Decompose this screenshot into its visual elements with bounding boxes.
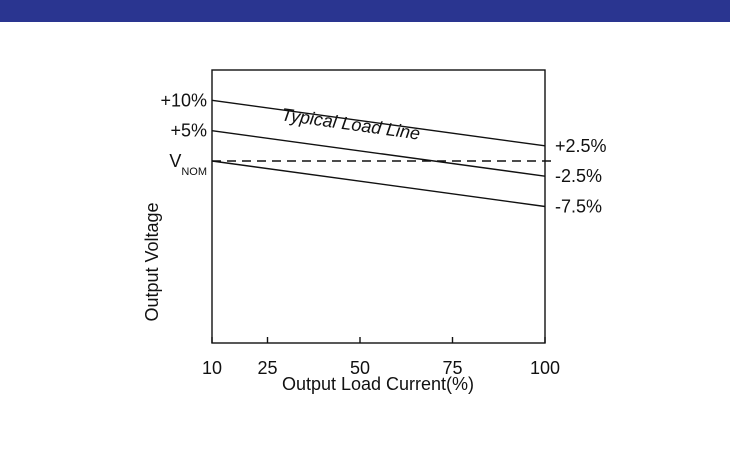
load-line-series-1 xyxy=(211,99,546,147)
load-line-chart: 10 25 50 75 100 +10% +5% VNOM +2.5% -2.5% -7.5% … xyxy=(0,22,730,453)
series-layer xyxy=(211,99,553,208)
end-label-layer: +2.5% -2.5% -7.5% xyxy=(555,136,607,217)
y-tick-layer: +10% +5% VNOM xyxy=(160,90,207,178)
x-tick-label: 75 xyxy=(442,358,462,378)
x-tick-label: 50 xyxy=(350,358,370,378)
x-tick-label: 10 xyxy=(202,358,222,378)
series-end-label-2: -2.5% xyxy=(555,166,602,186)
load-line-series-2 xyxy=(211,129,546,177)
y-tick-label-vnom: VNOM xyxy=(169,151,207,178)
x-tick-label: 25 xyxy=(257,358,277,378)
header-bar xyxy=(0,0,730,22)
load-line-series-3 xyxy=(211,160,546,208)
series-end-label-1: +2.5% xyxy=(555,136,607,156)
chart-title: Typical Load Line xyxy=(280,104,421,143)
x-tick-layer: 10 25 50 75 100 xyxy=(202,337,560,378)
plot-area-frame xyxy=(211,69,546,344)
y-tick-label: +5% xyxy=(170,121,207,141)
y-tick-label: +10% xyxy=(160,90,207,110)
chart-svg: 10 25 50 75 100 +10%+5%VNOM +2.5%-2.5%-7.5% … xyxy=(142,69,607,394)
x-tick-label: 100 xyxy=(530,358,560,378)
x-axis-label: Output Load Current(%) xyxy=(282,374,474,394)
series-end-label-3: -7.5% xyxy=(555,197,602,217)
y-axis-label: Output Voltage xyxy=(142,202,162,321)
